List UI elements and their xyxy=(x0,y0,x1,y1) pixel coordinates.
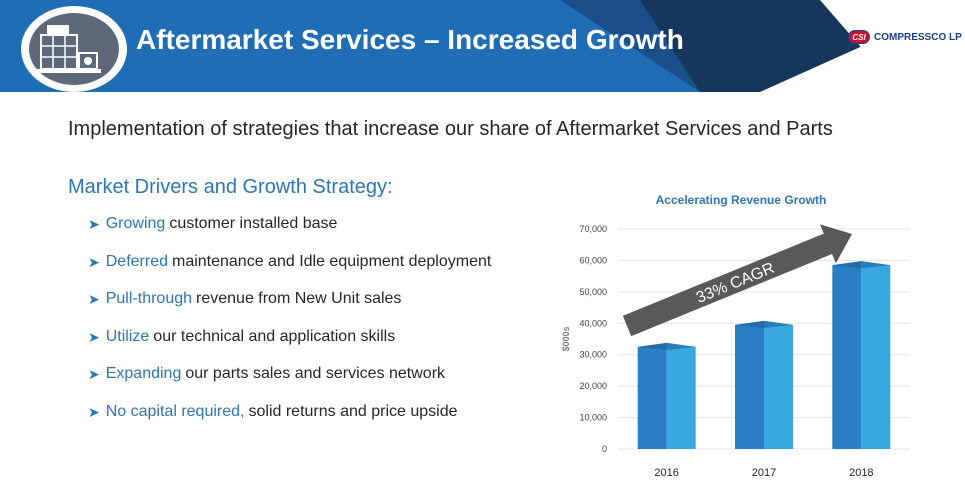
bullet-text: our parts sales and services network xyxy=(185,365,446,383)
bullet-lead: Growing xyxy=(105,215,166,232)
bullet-lead: Expanding xyxy=(105,365,182,383)
compressor-equipment-icon xyxy=(29,13,119,85)
arrow-bullet-icon: ➤ xyxy=(88,216,100,232)
x-tick-label: 2016 xyxy=(654,467,678,479)
slide-subtitle: Implementation of strategies that increa… xyxy=(68,118,833,140)
bar-2017-top xyxy=(735,320,793,328)
arrow-bullet-icon: ➤ xyxy=(88,253,100,270)
list-item: ➤ Growing customer installed base xyxy=(88,214,491,252)
bullet-lead: Utilize xyxy=(105,327,150,345)
y-tick-label: 10,000 xyxy=(579,413,607,423)
bar-2018-top xyxy=(832,261,891,269)
bullet-text: revenue from New Unit sales xyxy=(196,290,402,308)
bar-2017-left xyxy=(735,320,764,449)
drivers-heading: Market Drivers and Growth Strategy: xyxy=(68,176,393,198)
chart-title: Accelerating Revenue Growth xyxy=(656,193,827,207)
bullet-text: our technical and application skills xyxy=(153,327,396,345)
cagr-arrow-shape xyxy=(622,224,853,337)
list-item: ➤ Expanding our parts sales and services… xyxy=(88,364,491,402)
revenue-chart: Accelerating Revenue Growth 0 10,000 20,000… xyxy=(561,193,910,479)
bar-2016-left xyxy=(637,342,667,449)
banner-background xyxy=(0,0,965,92)
x-tick-label: 2018 xyxy=(849,467,873,479)
drivers-list: ➤ Growing customer installed base ➤ Defe… xyxy=(88,214,491,440)
list-item: ➤ Pull-through revenue from New Unit sal… xyxy=(88,289,491,327)
bullet-lead: Pull-through xyxy=(105,290,193,308)
list-item: ➤ No capital required, solid returns and… xyxy=(88,402,491,440)
y-tick-label: 20,000 xyxy=(579,381,607,391)
brand-logo: CSI COMPRESSCO LP ® xyxy=(848,30,965,44)
y-axis-label: $000s xyxy=(561,326,571,351)
list-item: ➤ Utilize our technical and application … xyxy=(88,327,491,365)
y-tick-label: 70,000 xyxy=(579,224,607,234)
bullet-text: customer installed base xyxy=(169,215,338,232)
list-item: ➤ Deferred maintenance and Idle equipmen… xyxy=(88,252,491,290)
arrow-bullet-icon: ➤ xyxy=(88,328,100,345)
bullet-lead: No capital required, xyxy=(105,402,245,420)
y-tick-label: 0 xyxy=(602,444,607,454)
bullet-text: maintenance and Idle equipment deploymen… xyxy=(171,252,492,270)
bar-2016-top xyxy=(637,342,696,350)
arrow-bullet-icon: ➤ xyxy=(88,403,100,420)
y-tick-label: 30,000 xyxy=(579,350,607,360)
y-tick-label: 40,000 xyxy=(579,318,607,328)
bullet-lead: Deferred xyxy=(105,252,168,270)
y-tick-label: 60,000 xyxy=(579,255,607,265)
x-tick-label: 2017 xyxy=(752,467,776,479)
header-banner: Aftermarket Services – Increased Growth … xyxy=(0,0,965,92)
arrow-bullet-icon: ➤ xyxy=(88,291,100,308)
brand-name: COMPRESSCO LP xyxy=(874,31,962,43)
page-title: Aftermarket Services – Increased Growth xyxy=(136,24,684,55)
bullet-text: solid returns and price upside xyxy=(248,402,458,420)
bar-2017-right xyxy=(764,320,793,449)
y-tick-label: 50,000 xyxy=(579,287,607,297)
arrow-bullet-icon: ➤ xyxy=(88,366,100,383)
bar-2018-left xyxy=(832,261,862,449)
bar-2016-right xyxy=(666,342,696,449)
brand-mark: CSI xyxy=(848,30,870,44)
bar-2018-right xyxy=(861,261,891,449)
